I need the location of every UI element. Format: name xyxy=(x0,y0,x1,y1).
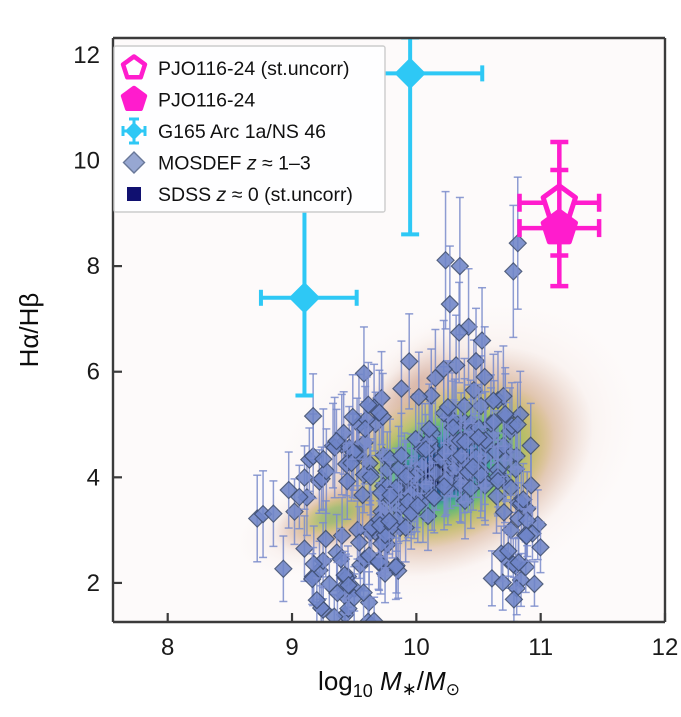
legend-sdss[interactable]: SDSS z ≈ 0 (st.uncorr) xyxy=(116,180,383,208)
x-tick-label: 8 xyxy=(161,634,174,661)
pentagon-open-icon xyxy=(120,54,148,80)
legend-label: PJO116-24 xyxy=(158,90,255,112)
mosdef-point xyxy=(343,373,363,460)
mosdef-point xyxy=(449,281,469,384)
x-axis-label: log10 M∗/M⊙ xyxy=(318,666,460,701)
mosdef-point xyxy=(475,326,495,428)
square-filled-icon xyxy=(127,187,141,201)
pentagon-filled-icon xyxy=(120,85,148,112)
x-tick-label: 10 xyxy=(403,634,430,661)
mosdef-point xyxy=(525,561,544,607)
mosdef-point xyxy=(370,369,389,456)
x-tick-label: 11 xyxy=(528,634,553,661)
y-tick-label: 10 xyxy=(73,148,100,175)
mosdef-point xyxy=(379,487,399,555)
mosdef-point xyxy=(438,359,458,455)
mosdef-point xyxy=(399,313,419,410)
mosdef-point xyxy=(307,577,327,622)
mosdef-point xyxy=(531,521,550,574)
y-tick-label: 12 xyxy=(73,42,100,69)
mosdef-point xyxy=(335,550,355,600)
xlabel-sunsub: ⊙ xyxy=(446,680,460,699)
mosdef-point xyxy=(509,536,529,589)
legend-g165-arc[interactable]: G165 Arc 1a/NS 46 xyxy=(116,117,383,145)
y-tick-label: 8 xyxy=(87,253,100,280)
mosdef-point xyxy=(327,408,346,474)
mosdef-point xyxy=(409,351,429,443)
svg-text:log10 M∗/M⊙: log10 M∗/M⊙ xyxy=(318,666,460,701)
mosdef-point xyxy=(353,458,372,532)
pjo116-scatter-layer xyxy=(517,139,602,289)
x-axis-ticks: 8 9 10 11 12 xyxy=(161,613,678,661)
diamond-errbar-icon xyxy=(121,117,147,145)
mosdef-point xyxy=(508,381,527,468)
mosdef-point xyxy=(339,555,358,616)
xlabel-log: log xyxy=(318,666,353,696)
mosdef-point xyxy=(517,509,536,562)
mosdef-point xyxy=(264,480,283,548)
mosdef-point xyxy=(408,467,428,544)
axis-spines xyxy=(111,36,667,624)
legend-label: G165 Arc 1a/NS 46 xyxy=(158,121,326,143)
mosdef-point xyxy=(274,535,293,603)
mosdef-point xyxy=(424,462,444,534)
legend-pjo116-24-stuncorr[interactable]: PJO116-24 (st.uncorr) xyxy=(116,54,383,82)
mosdef-point xyxy=(358,361,378,448)
mosdef-point xyxy=(484,353,503,448)
mosdef-point xyxy=(392,340,411,437)
y-tick-label: 6 xyxy=(87,359,100,386)
mosdef-point xyxy=(328,561,347,622)
legend-pjo116-24[interactable]: PJO116-24 xyxy=(116,85,383,114)
legend-box xyxy=(113,45,386,213)
pjo116-point xyxy=(517,167,602,289)
legend-label: MOSDEF z ≈ 1–3 xyxy=(158,153,311,175)
mosdef-point xyxy=(469,388,488,487)
mosdef-scatter-layer xyxy=(247,176,550,622)
mosdef-point xyxy=(498,524,518,578)
mosdef-point xyxy=(279,451,299,529)
legend-label: SDSS z ≈ 0 (st.uncorr) xyxy=(158,184,353,206)
mosdef-point xyxy=(354,560,373,622)
legend-label: PJO116-24 (st.uncorr) xyxy=(158,58,349,80)
x-tick-label: 9 xyxy=(285,634,298,661)
mosdef-point xyxy=(290,464,309,530)
x-tick-label: 12 xyxy=(652,634,679,661)
mosdef-point xyxy=(495,366,515,462)
legend: PJO116-24 (st.uncorr) PJO116-24 G165 Arc 1… xyxy=(113,45,386,213)
xlabel-slash: / xyxy=(417,666,425,696)
mosdef-point xyxy=(337,442,357,521)
mosdef-point xyxy=(494,345,513,448)
mosdef-point xyxy=(472,286,492,395)
diamond-filled-icon xyxy=(122,151,146,174)
mosdef-point xyxy=(349,505,369,580)
mosdef-point xyxy=(303,373,323,460)
xlabel-sub: 10 xyxy=(353,681,373,701)
y-tick-label: 2 xyxy=(87,570,100,597)
legend-entries[interactable]: PJO116-24 (st.uncorr) PJO116-24 G165 Arc 1… xyxy=(116,54,383,208)
xlabel-mass: M xyxy=(380,666,402,696)
mosdef-point xyxy=(440,245,460,363)
legend-mosdef[interactable]: MOSDEF z ≈ 1–3 xyxy=(116,149,383,177)
mosdef-point xyxy=(504,576,524,622)
xlabel-star: ∗ xyxy=(402,679,417,699)
xlabel-msun: M xyxy=(424,666,446,696)
y-axis-label: Hα/Hβ xyxy=(14,293,44,368)
mosdef-point xyxy=(521,402,541,489)
mosdef-point xyxy=(419,383,439,475)
y-tick-label: 4 xyxy=(87,464,100,491)
mosdef-point xyxy=(493,554,513,611)
